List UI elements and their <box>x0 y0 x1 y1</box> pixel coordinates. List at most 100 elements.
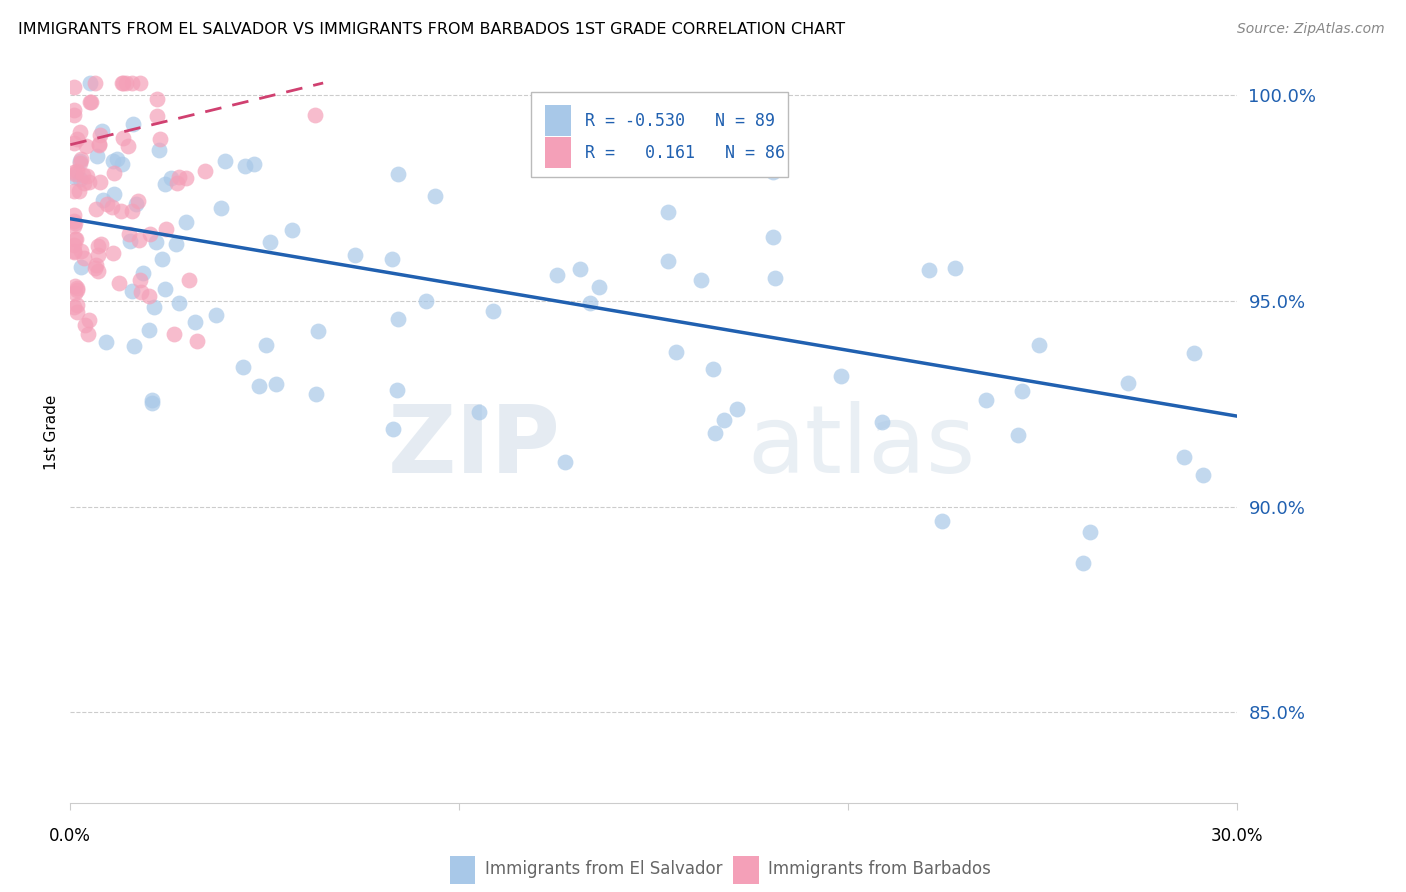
Point <box>482 304 505 318</box>
Point <box>122 117 145 131</box>
Point <box>153 282 176 296</box>
Point <box>870 415 893 429</box>
Point <box>103 187 125 202</box>
Point <box>66 164 89 178</box>
Point <box>281 222 304 236</box>
Point <box>101 245 124 260</box>
Point <box>89 128 111 142</box>
Point <box>974 392 997 407</box>
Point <box>209 202 232 216</box>
Point <box>63 136 86 151</box>
Point <box>138 323 160 337</box>
Point <box>259 235 281 249</box>
Point <box>763 271 786 285</box>
Point <box>205 308 228 322</box>
Bar <box>733 856 759 884</box>
Point <box>657 204 679 219</box>
Point <box>111 130 134 145</box>
Point <box>75 138 97 153</box>
Point <box>174 171 197 186</box>
Point <box>194 164 217 178</box>
Point <box>129 273 152 287</box>
Point <box>143 300 166 314</box>
Point <box>167 295 190 310</box>
Point <box>1011 384 1033 398</box>
Point <box>243 157 266 171</box>
Point <box>713 413 735 427</box>
Point <box>90 123 112 137</box>
Point <box>668 159 690 173</box>
Point <box>63 238 86 252</box>
Point <box>63 245 86 260</box>
Point <box>69 156 91 170</box>
Point <box>155 222 177 236</box>
Point <box>1007 428 1029 442</box>
Point <box>63 170 86 185</box>
Point <box>702 361 724 376</box>
Point <box>307 324 329 338</box>
Point <box>121 284 143 298</box>
Text: 30.0%: 30.0% <box>1211 828 1264 846</box>
Point <box>87 264 110 278</box>
Point <box>165 236 187 251</box>
Point <box>79 95 101 109</box>
Point <box>129 285 152 300</box>
Text: atlas: atlas <box>747 401 976 493</box>
Point <box>63 103 86 117</box>
Point <box>66 305 89 319</box>
Text: R = -0.530   N = 89: R = -0.530 N = 89 <box>585 112 775 130</box>
Point <box>63 278 86 293</box>
Point <box>84 202 107 216</box>
Point <box>63 219 86 233</box>
Point <box>1071 556 1094 570</box>
Point <box>63 184 86 198</box>
Point <box>69 153 91 168</box>
Point <box>247 379 270 393</box>
Point <box>94 335 117 350</box>
Point <box>90 236 112 251</box>
Point <box>343 247 366 261</box>
Point <box>167 170 190 185</box>
Point <box>96 197 118 211</box>
Point <box>150 252 173 267</box>
Point <box>63 244 86 259</box>
Point <box>63 79 86 94</box>
Point <box>1192 468 1215 483</box>
Point <box>381 421 404 435</box>
Point <box>232 360 254 375</box>
Point <box>63 107 86 121</box>
Point <box>124 197 146 211</box>
Point <box>84 261 107 276</box>
Point <box>153 178 176 192</box>
Point <box>233 160 256 174</box>
Point <box>89 138 111 153</box>
Point <box>579 295 602 310</box>
Point <box>214 154 236 169</box>
Point <box>1078 524 1101 539</box>
Point <box>66 283 89 297</box>
Point <box>110 157 132 171</box>
Point <box>163 327 186 342</box>
Text: Immigrants from El Salvador: Immigrants from El Salvador <box>485 861 723 879</box>
Point <box>110 203 132 218</box>
Point <box>66 298 89 312</box>
Point <box>63 300 86 314</box>
Point <box>305 386 328 401</box>
Text: Immigrants from Barbados: Immigrants from Barbados <box>768 861 991 879</box>
Bar <box>546 105 571 136</box>
Point <box>1028 338 1050 352</box>
Point <box>108 276 131 290</box>
Point <box>704 425 727 440</box>
Point <box>174 215 197 229</box>
Point <box>127 194 149 208</box>
Point <box>1182 346 1205 360</box>
Point <box>121 76 143 90</box>
Point <box>63 165 86 179</box>
Point <box>588 280 610 294</box>
Point <box>79 313 101 327</box>
Point <box>87 248 110 262</box>
Point <box>385 383 408 397</box>
Point <box>86 148 108 162</box>
Point <box>101 153 124 168</box>
Point <box>72 168 94 182</box>
